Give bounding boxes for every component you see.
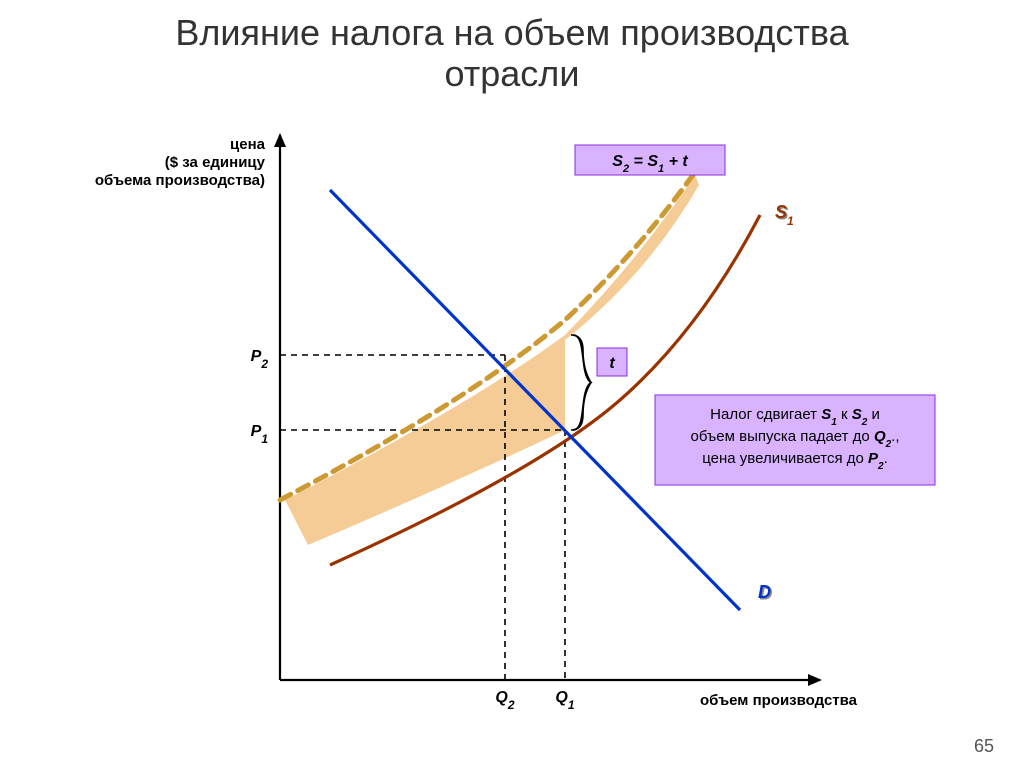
p2-label: P2: [251, 348, 269, 371]
y-axis-label: ($ за единицу: [165, 154, 266, 171]
y-axis-arrow: [274, 133, 286, 147]
x-axis-arrow: [808, 674, 822, 686]
y-axis-label: объема производства): [95, 172, 265, 189]
q2-label: Q2: [495, 689, 514, 712]
y-axis-label: цена: [230, 136, 266, 153]
t-label: t: [609, 355, 615, 372]
p1-label: P1: [251, 423, 269, 446]
page-number: 65: [974, 736, 994, 757]
s1-label: S1: [775, 202, 794, 228]
economics-chart: цена($ за единицуобъема производства) объ…: [0, 0, 1024, 772]
tax-burden-region-upper: [565, 175, 699, 340]
q1-label: Q1: [555, 689, 574, 712]
t-brace-curly: [573, 335, 591, 430]
d-label: D: [758, 582, 771, 602]
tax-burden-region: [285, 335, 565, 545]
x-axis-label-text: объем производства: [700, 692, 858, 709]
